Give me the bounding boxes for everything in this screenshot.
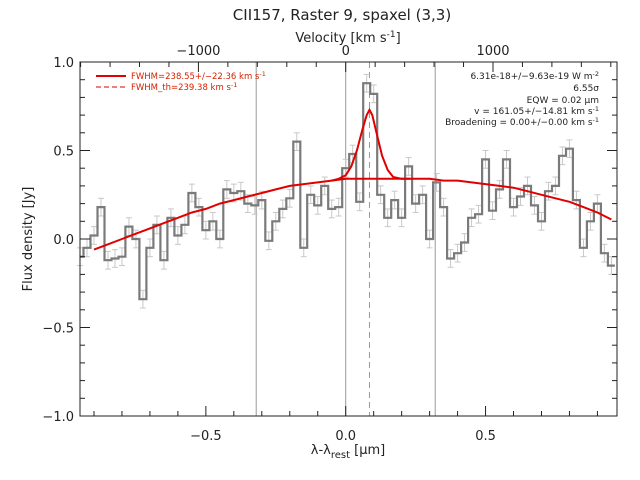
velocity-axis-ticks: −1000 0 1000: [80, 44, 612, 72]
annotation-velocity: v = 161.05+/−14.81 km s-1: [474, 105, 599, 117]
y-tick-label-0: −1.0: [42, 410, 74, 425]
annotation-broadening: Broadening = 0.00+/−0.00 km s-1: [445, 116, 599, 128]
legend-entry-fwhm: FWHM=238.55+/−22.36 km s-1: [131, 70, 266, 82]
chart-title: CII157, Raster 9, spaxel (3,3): [233, 6, 451, 24]
fit-curve-baseline: [93, 177, 612, 251]
velocity-axis-label: Velocity [km s-1]: [295, 30, 400, 46]
y-tick-label-2: 0.0: [53, 233, 74, 248]
legend-entry-fwhm-th: FWHM_th=239.38 km s-1: [131, 81, 237, 93]
x-axis-ticks: −0.5 0.0 0.5: [93, 406, 598, 444]
y-axis-label: Flux density [Jy]: [21, 187, 36, 292]
x-tick-label-2: 0.5: [475, 429, 496, 444]
legend: FWHM=238.55+/−22.36 km s-1 FWHM_th=239.3…: [96, 70, 266, 93]
x-tick-label-1: 0.0: [335, 429, 356, 444]
fit-curve-line: [331, 107, 410, 182]
x-axis-label: λ-λrest [μm]: [311, 443, 385, 461]
y-axis-ticks: −1.0 −0.5 0.0 0.5 1.0: [42, 56, 617, 425]
annotation-flux: 6.31e-18+/−9.63e-19 W m-2: [470, 70, 599, 82]
y-tick-label-4: 1.0: [53, 56, 74, 71]
reference-lines: [255, 62, 436, 416]
y-tick-label-1: −0.5: [42, 322, 74, 337]
annotation-sigma: 6.55σ: [573, 84, 599, 94]
annotation-eqw: EQW = 0.02 μm: [527, 96, 599, 106]
velocity-tick-label-1: 0: [342, 44, 350, 59]
y-tick-label-3: 0.5: [53, 145, 74, 160]
x-tick-label-0: −0.5: [190, 429, 222, 444]
fit-annotations: 6.31e-18+/−9.63e-19 W m-2 6.55σ EQW = 0.…: [445, 70, 599, 128]
fit-curves: [93, 107, 612, 251]
velocity-tick-label-2: 1000: [476, 44, 509, 59]
velocity-tick-label-0: −1000: [176, 44, 220, 59]
